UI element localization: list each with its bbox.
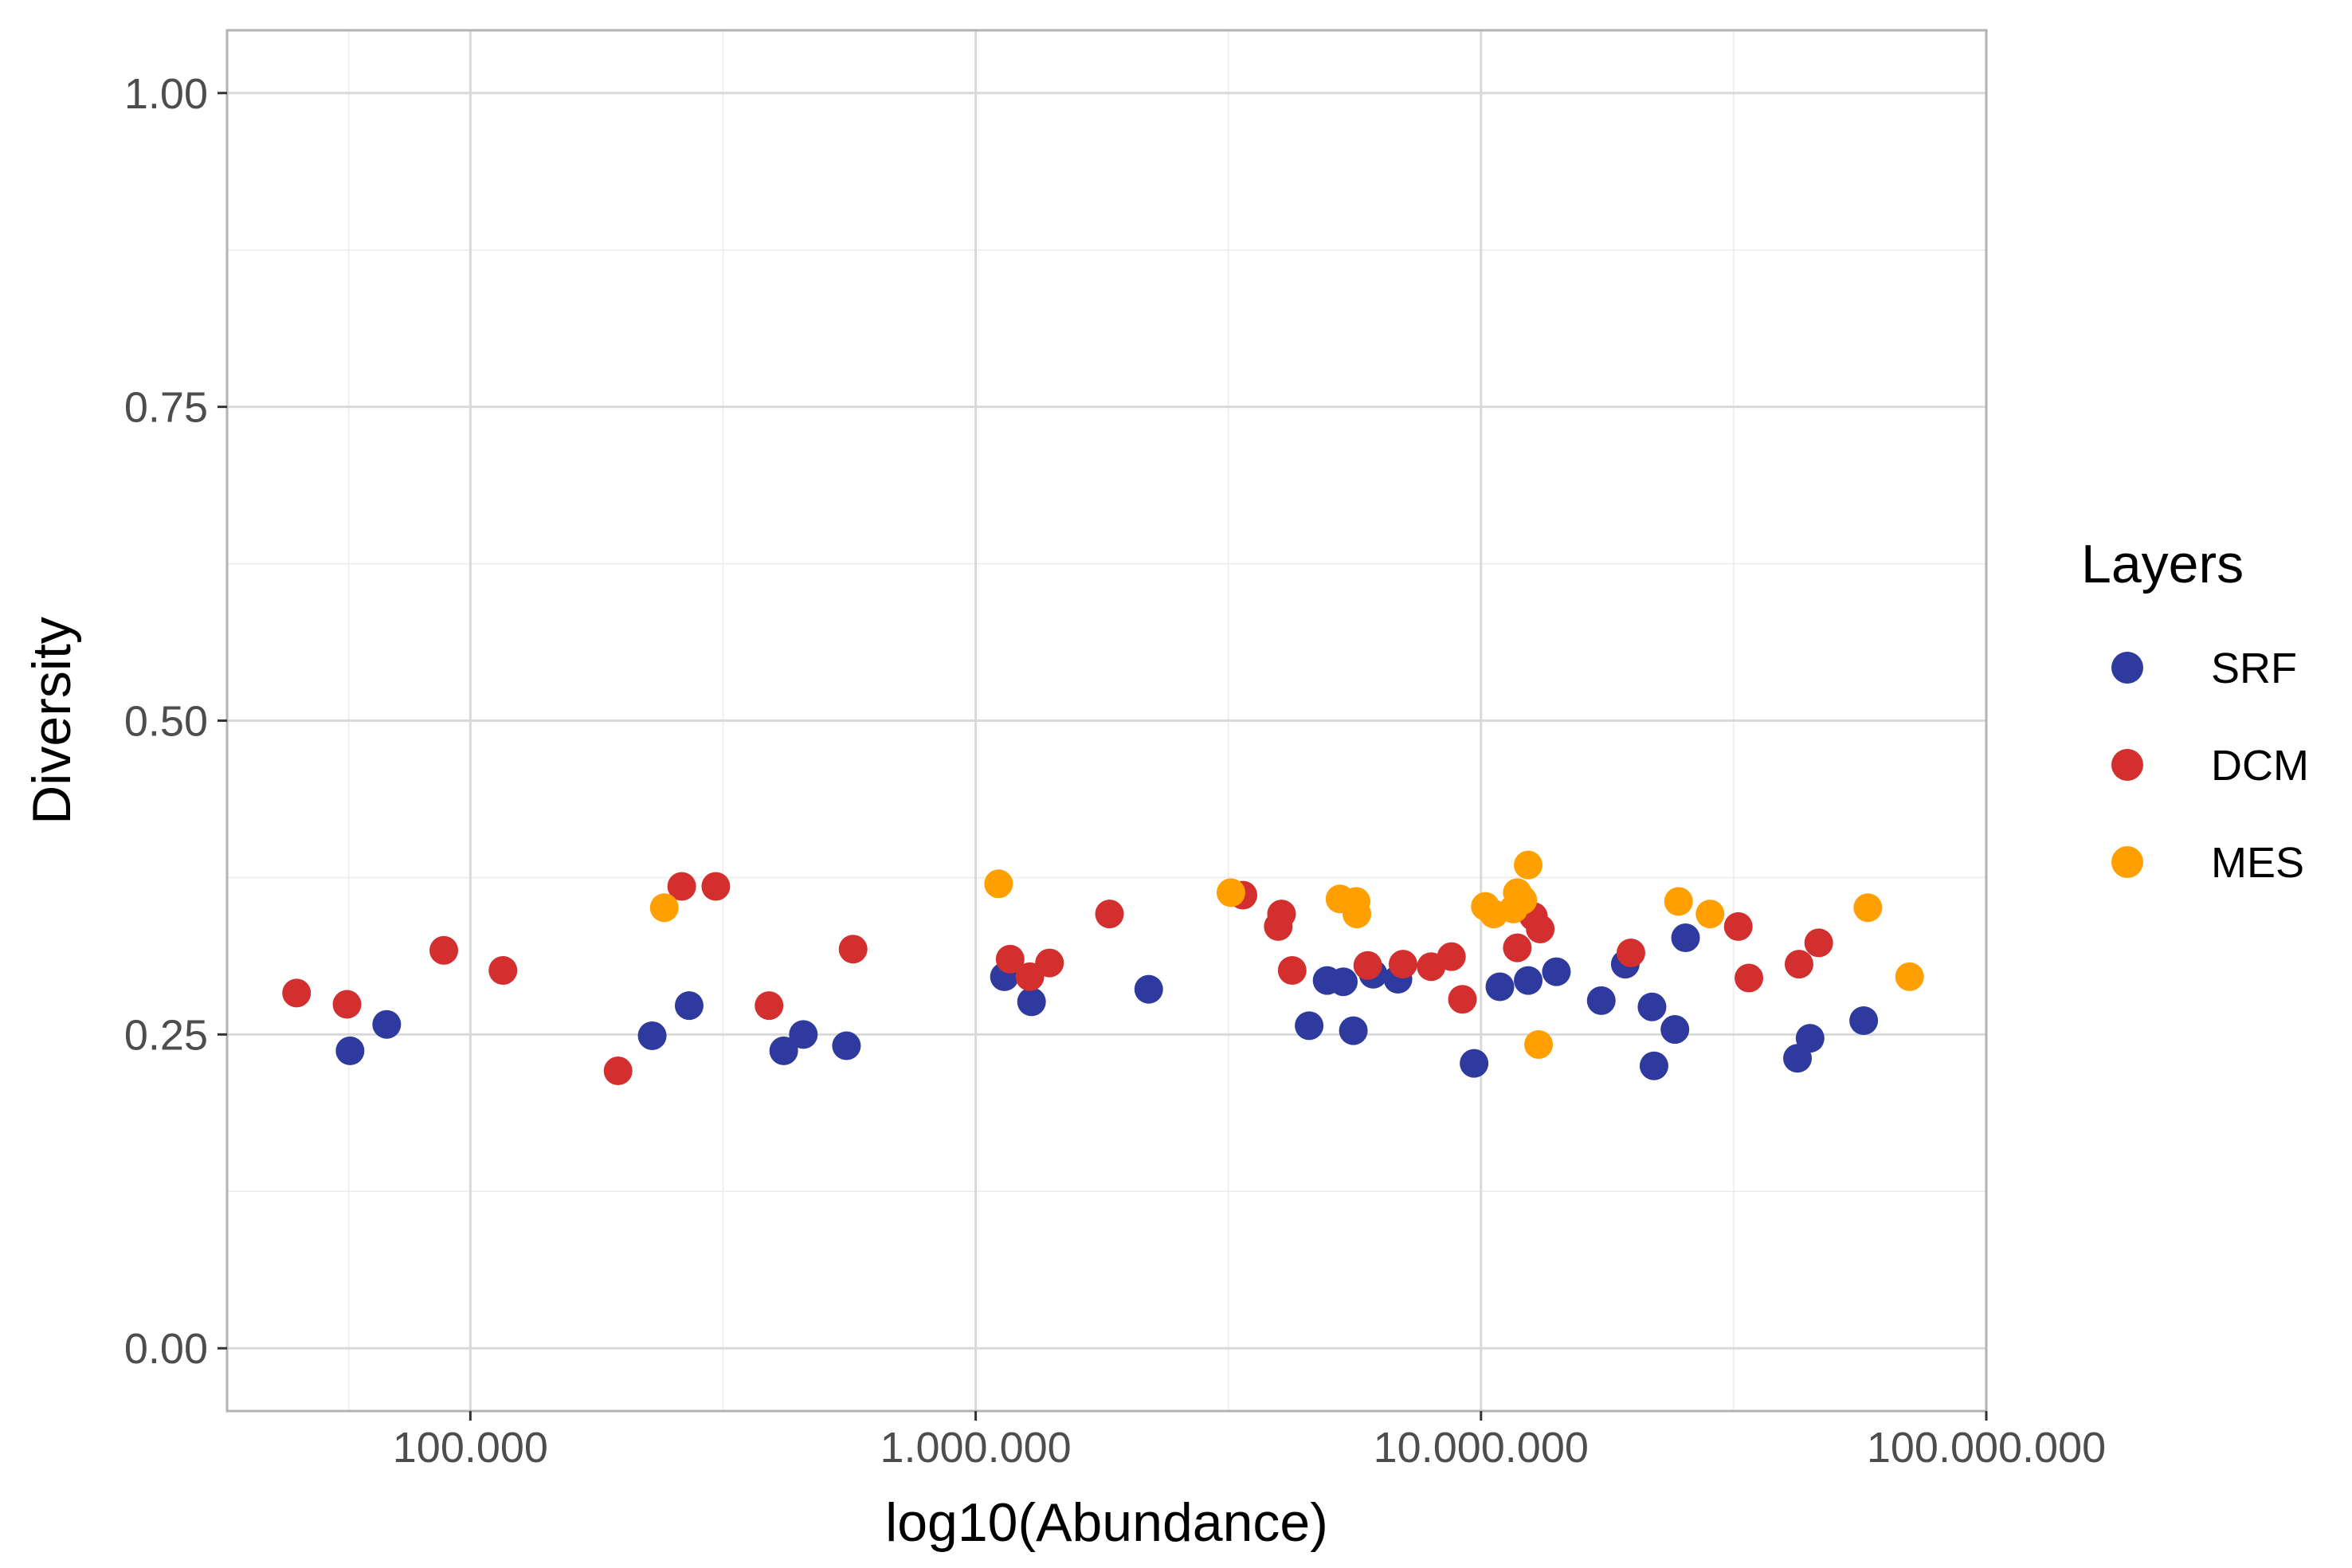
- minor-gridlines: [227, 30, 1986, 1411]
- data-point-dcm: [1353, 951, 1382, 980]
- data-point-srf: [1460, 1049, 1489, 1078]
- legend-label-mes: MES: [2211, 839, 2304, 887]
- data-point-mes: [1514, 850, 1543, 880]
- data-point-dcm: [1804, 928, 1833, 958]
- data-point-mes: [1664, 887, 1693, 916]
- data-points: [282, 850, 1924, 1086]
- data-point-mes: [1342, 900, 1371, 929]
- data-point-srf: [1660, 1015, 1690, 1045]
- data-point-dcm: [1723, 911, 1753, 941]
- x-tick-label: 100.000.000: [1867, 1424, 2106, 1472]
- x-tick-label: 100.000: [393, 1424, 548, 1472]
- data-point-srf: [1637, 992, 1667, 1021]
- data-point-srf: [1295, 1011, 1324, 1041]
- data-point-srf: [335, 1036, 365, 1065]
- data-point-dcm: [995, 944, 1025, 974]
- legend-label-srf: SRF: [2211, 645, 2297, 692]
- data-point-dcm: [667, 872, 696, 901]
- data-point-srf: [1514, 966, 1543, 995]
- data-point-srf: [372, 1009, 402, 1039]
- data-point-mes: [1895, 962, 1924, 991]
- data-point-dcm: [603, 1056, 633, 1086]
- data-point-dcm: [1277, 956, 1307, 986]
- data-point-dcm: [1735, 963, 1764, 993]
- series-dcm: [282, 872, 1833, 1086]
- data-point-mes: [1216, 878, 1245, 907]
- data-point-dcm: [1437, 942, 1466, 971]
- data-point-srf: [1795, 1024, 1825, 1053]
- y-tick-label: 0.00: [124, 1325, 208, 1373]
- legend: Layers SRF DCM MES: [2081, 534, 2309, 887]
- y-tick-label: 0.50: [124, 698, 208, 746]
- legend-key-mes: [2111, 846, 2143, 878]
- series-mes: [649, 850, 1924, 1059]
- data-point-srf: [637, 1021, 667, 1050]
- legend-key-dcm: [2111, 749, 2143, 781]
- data-point-mes: [984, 869, 1013, 899]
- data-point-srf: [1586, 986, 1616, 1015]
- data-point-dcm: [1267, 900, 1296, 929]
- data-point-srf: [1849, 1006, 1879, 1036]
- data-point-mes: [649, 893, 679, 923]
- x-axis-title: log10(Abundance): [885, 1492, 1328, 1553]
- data-point-dcm: [1503, 933, 1532, 962]
- legend-label-dcm: DCM: [2211, 742, 2309, 790]
- data-point-dcm: [755, 991, 784, 1021]
- data-point-srf: [1017, 987, 1046, 1017]
- data-point-srf: [832, 1031, 861, 1060]
- data-point-dcm: [1616, 938, 1645, 967]
- data-point-srf: [1134, 974, 1163, 1004]
- series-srf: [335, 923, 1879, 1080]
- data-point-srf: [674, 991, 704, 1021]
- data-point-dcm: [429, 935, 459, 965]
- data-point-dcm: [1784, 950, 1813, 979]
- data-point-srf: [769, 1036, 798, 1065]
- y-tick-label: 1.00: [124, 70, 208, 118]
- data-point-dcm: [838, 935, 868, 964]
- data-point-dcm: [488, 956, 518, 986]
- x-tick-label: 10.000.000: [1374, 1424, 1589, 1472]
- data-point-dcm: [1526, 915, 1555, 944]
- y-tick-label: 0.25: [124, 1011, 208, 1059]
- axis-ticks: 100.000 1.000.000 10.000.000 100.000.000 0.0…: [124, 70, 2106, 1472]
- data-point-dcm: [332, 990, 362, 1019]
- y-axis-title: Diversity: [22, 617, 82, 825]
- data-point-mes: [1524, 1029, 1554, 1059]
- data-point-srf: [789, 1020, 818, 1049]
- data-point-dcm: [1035, 948, 1064, 978]
- data-point-dcm: [1095, 900, 1124, 929]
- legend-key-srf: [2111, 652, 2143, 684]
- data-point-srf: [1639, 1051, 1668, 1080]
- data-point-mes: [1695, 900, 1725, 929]
- data-point-dcm: [282, 978, 312, 1008]
- legend-title: Layers: [2081, 534, 2244, 594]
- data-point-dcm: [1388, 950, 1417, 979]
- data-point-srf: [1485, 972, 1515, 1002]
- data-point-dcm: [1448, 985, 1477, 1014]
- data-point-srf: [1671, 923, 1700, 953]
- data-point-mes: [1853, 893, 1883, 923]
- y-tick-label: 0.75: [124, 384, 208, 432]
- data-point-srf: [1542, 957, 1571, 986]
- data-point-dcm: [701, 872, 731, 901]
- data-point-srf: [1328, 967, 1358, 997]
- x-tick-label: 1.000.000: [880, 1424, 1071, 1472]
- data-point-srf: [1339, 1016, 1368, 1045]
- data-point-mes: [1508, 885, 1538, 915]
